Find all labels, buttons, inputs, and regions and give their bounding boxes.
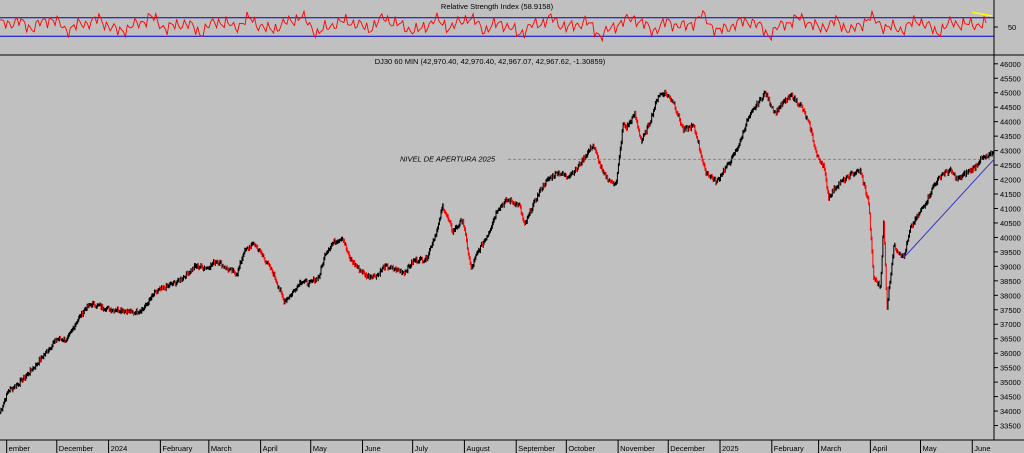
price-y-tick-label: 46000 [1000,60,1021,69]
apertura-level-label: NIVEL DE APERTURA 2025 [400,154,496,163]
x-tick-label: February [162,444,192,453]
x-tick-label: May [922,444,936,453]
price-y-tick-label: 42000 [1000,176,1021,185]
price-y-tick-label: 36500 [1000,335,1021,344]
x-tick-label: August [466,444,490,453]
price-y-tick-label: 38500 [1000,277,1021,286]
price-panel: DJ30 60 MIN (42,970.40, 42,970.40, 42,96… [0,57,1021,431]
x-tick-label: March [821,444,842,453]
x-tick-label: 2024 [111,444,128,453]
price-y-axis: 33500 34000 34500 35000 35500 36000 36500 37000… [994,60,1021,431]
price-title: DJ30 60 MIN (42,970.40, 42,970.40, 42,96… [375,57,606,66]
x-tick-label: May [313,444,327,453]
price-y-tick-label: 44500 [1000,103,1021,112]
price-bars-up [0,89,995,415]
rsi-y-axis: 50 [994,23,1016,32]
price-y-tick-label: 43500 [1000,132,1021,141]
x-tick-label: December [670,444,705,453]
price-y-tick-label: 34500 [1000,393,1021,402]
price-y-tick-label: 40000 [1000,233,1021,242]
x-tick-label: November [620,444,655,453]
price-y-tick-label: 39500 [1000,248,1021,257]
x-tick-label: 2025 [722,444,739,453]
rsi-panel: Relative Strength Index (58.9158) 50 [0,0,1016,54]
x-tick-label: ember [9,444,31,453]
price-y-tick-label: 39000 [1000,262,1021,271]
x-tick-label: June [974,444,990,453]
price-y-tick-label: 35000 [1000,378,1021,387]
price-y-tick-label: 44000 [1000,118,1021,127]
price-y-tick-label: 45000 [1000,89,1021,98]
x-tick-label: February [774,444,804,453]
rsi-title: Relative Strength Index (58.9158) [441,2,554,11]
price-y-tick-label: 41000 [1000,204,1021,213]
price-y-tick-label: 37500 [1000,306,1021,315]
rsi-y-tick-label: 50 [1008,23,1016,32]
x-axis: ember December 2024 February March April May Ju… [6,440,991,453]
x-tick-label: December [59,444,94,453]
x-tick-label: April [263,444,278,453]
x-tick-label: June [365,444,381,453]
price-y-tick-label: 35500 [1000,364,1021,373]
x-tick-label: September [518,444,555,453]
price-y-tick-label: 37000 [1000,320,1021,329]
price-y-tick-label: 36000 [1000,349,1021,358]
price-y-tick-label: 38000 [1000,291,1021,300]
price-y-tick-label: 45500 [1000,74,1021,83]
price-y-tick-label: 42500 [1000,161,1021,170]
price-series [0,89,995,415]
price-y-tick-label: 33500 [1000,422,1021,431]
price-y-tick-label: 41500 [1000,190,1021,199]
price-bars-down [11,89,992,392]
x-tick-label: July [415,444,429,453]
price-y-tick-label: 34000 [1000,407,1021,416]
price-y-tick-label: 40500 [1000,219,1021,228]
x-tick-label: March [211,444,232,453]
rsi-trend-segment [972,11,993,17]
support-trendline [903,158,995,259]
x-tick-label: April [872,444,887,453]
x-tick-label: October [568,444,595,453]
rsi-line [0,9,987,43]
price-y-tick-label: 43000 [1000,147,1021,156]
